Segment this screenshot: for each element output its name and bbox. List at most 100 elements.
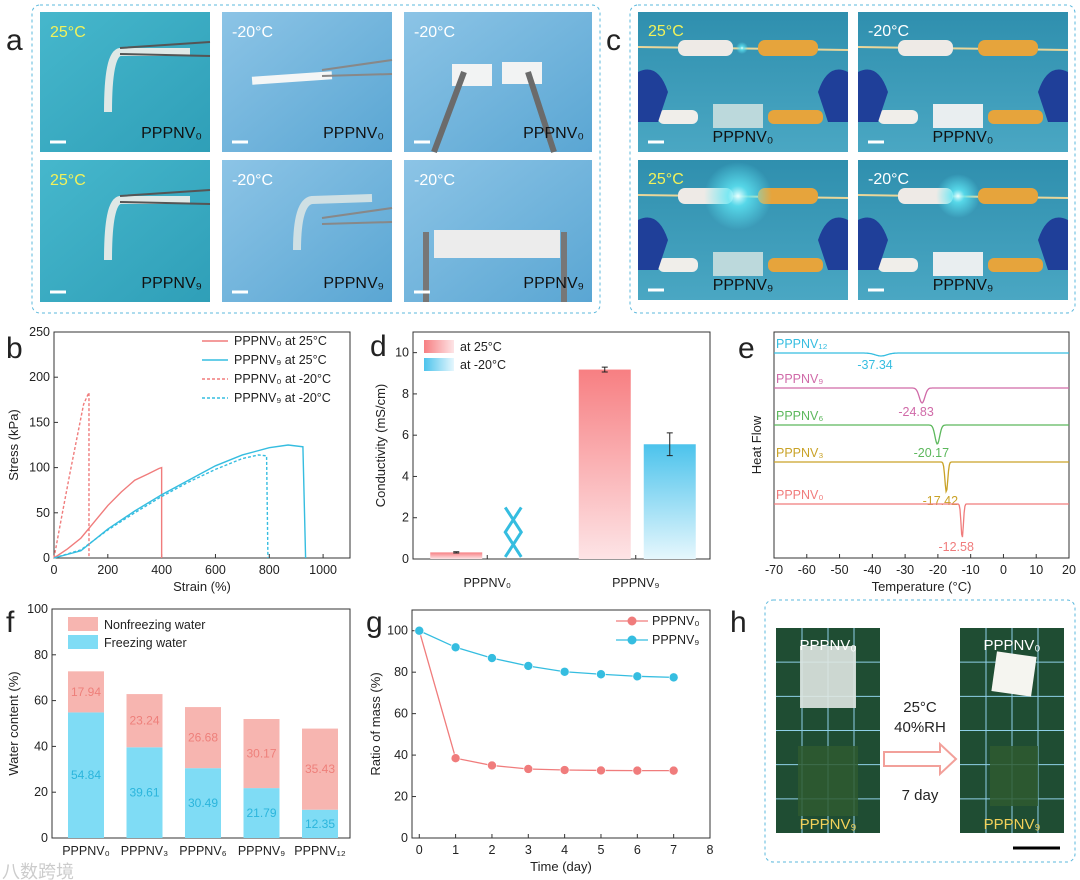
x-tick-label: 0 [51, 563, 58, 577]
tweezers [321, 59, 393, 77]
temperature-label: -20°C [414, 24, 455, 41]
data-point [414, 625, 425, 636]
data-label: 26.68 [188, 731, 218, 745]
panel-letter-b: b [6, 332, 23, 365]
x-tick-label: PPPNV₁₂ [294, 844, 346, 858]
photo-a-4: 25°C PPPNV₉ [40, 160, 211, 302]
legend-label: PPPNV₀ at -20°C [234, 372, 331, 386]
bar [430, 552, 483, 559]
legend-marker [627, 635, 637, 645]
condition-humidity: 40%RH [894, 719, 946, 736]
hydrogel-pppnv9 [798, 746, 858, 816]
peak-label: -37.34 [857, 358, 892, 372]
sample-label: PPPNV₀ [799, 637, 856, 654]
gloves [638, 69, 848, 122]
x-tick-label: 4 [561, 843, 568, 857]
panel-a-border [31, 4, 601, 314]
data-label: 17.94 [71, 685, 101, 699]
legend-swatch [424, 358, 454, 371]
x-tick-label: 5 [597, 843, 604, 857]
hydrogel-sample [251, 71, 333, 85]
temperature-label: -20°C [414, 172, 455, 189]
sample-label: PPPNV₉ [933, 277, 994, 294]
y-axis-label: Water content (%) [6, 671, 21, 775]
y-tick-label: 0 [43, 551, 50, 565]
y-axis-label: Ratio of mass (%) [368, 672, 383, 775]
data-label: 30.17 [246, 747, 276, 761]
panel-h-border [764, 599, 1076, 863]
x-tick-label: 20 [1062, 563, 1076, 577]
sample-label: PPPNV₀ [523, 125, 584, 142]
x-tick-label: -20 [929, 563, 947, 577]
sample-label: PPPNV₀ [933, 129, 994, 146]
x-tick-label: PPPNV₆ [179, 844, 226, 858]
tweezers [423, 232, 567, 302]
series-line [53, 466, 163, 559]
alligator-clip [978, 40, 1038, 56]
data-point [668, 765, 679, 776]
data-point [523, 764, 534, 774]
hydrogel-piece [502, 62, 542, 84]
y-tick-label: 80 [34, 648, 48, 662]
data-point [450, 753, 461, 764]
x-tick-label: 0 [1000, 563, 1007, 577]
hydrogel-sample [434, 230, 560, 258]
chart-d: 0 2 4 6 8 10 Conductivity (mS/cm) PPPNV₀ PPPNV₉ a… [373, 331, 711, 590]
alligator-clip [898, 40, 953, 56]
alligator-clip [878, 110, 918, 124]
y-tick-label: 50 [36, 506, 50, 520]
series-label: PPPNV₃ [776, 446, 823, 460]
photo-c-4: -20°C PPPNV₉ [857, 160, 1069, 300]
data-point [632, 765, 643, 776]
x-tick-label: 7 [670, 843, 677, 857]
gloves [858, 69, 1068, 122]
x-tick-label: PPPNV₃ [121, 844, 168, 858]
sample-label: PPPNV₉ [323, 275, 384, 292]
x-tick-label: 8 [707, 843, 714, 857]
alligator-clip [658, 258, 698, 272]
series-line [418, 630, 674, 772]
sample-label: PPPNV₉ [800, 816, 857, 833]
bar-freezing [243, 788, 280, 838]
photo-a-5: -20°C PPPNV₉ [222, 160, 393, 302]
data-point [487, 760, 497, 771]
temperature-label: 25°C [50, 24, 86, 41]
bar-nonfreezing [243, 719, 280, 789]
temperature-label: 25°C [50, 172, 86, 189]
bar [643, 444, 696, 559]
y-tick-label: 20 [34, 785, 48, 799]
temperature-label: -20°C [868, 23, 909, 40]
y-tick-label: 20 [394, 790, 408, 804]
temperature-label: 25°C [648, 23, 684, 40]
error-bar [666, 432, 673, 457]
y-tick-label: 150 [29, 415, 50, 429]
y-tick-label: 200 [29, 370, 50, 384]
x-tick-label: 0 [416, 843, 423, 857]
x-tick-label: 1 [452, 843, 459, 857]
hydrogel-sample [293, 194, 373, 251]
y-tick-label: 4 [402, 469, 409, 483]
x-tick-label: 200 [97, 563, 118, 577]
x-tick-label: 800 [259, 563, 280, 577]
panel-letter-c: c [606, 24, 621, 57]
legend-label: Freezing water [104, 636, 187, 650]
temperature-label: -20°C [232, 24, 273, 41]
y-axis-label: Heat Flow [749, 415, 764, 474]
temperature-label: -20°C [868, 171, 909, 188]
chart-e: -70 -60 -50 -40 -30 -20 -10 0 10 20 Temperature (°… [749, 331, 1076, 594]
temperature-label: -20°C [232, 172, 273, 189]
sample-label: PPPNV₀ [323, 125, 384, 142]
plot-frame [411, 609, 711, 839]
bar-freezing [68, 712, 104, 838]
chart-f: 0 20 40 60 80 100 Water content (%) PPPNV₀ 54.84… [6, 602, 351, 858]
x-tick-label: -70 [765, 563, 783, 577]
gloves [638, 217, 848, 270]
watermark-logo: 八数跨境 [2, 862, 74, 880]
alligator-clip [878, 258, 918, 272]
y-tick-label: 2 [402, 511, 409, 525]
tweezers [119, 41, 211, 57]
x-tick-label: -30 [896, 563, 914, 577]
y-tick-label: 60 [34, 694, 48, 708]
photo-c-3: 25°C PPPNV₉ [637, 160, 849, 300]
